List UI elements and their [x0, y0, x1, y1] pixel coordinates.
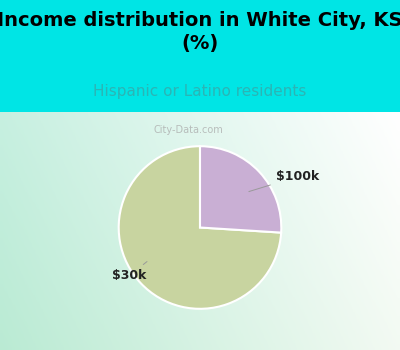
Wedge shape [119, 146, 281, 309]
Text: $30k: $30k [112, 261, 147, 282]
Text: Income distribution in White City, KS
(%): Income distribution in White City, KS (%… [0, 10, 400, 53]
Text: Hispanic or Latino residents: Hispanic or Latino residents [93, 84, 307, 99]
Text: City-Data.com: City-Data.com [154, 126, 223, 135]
Text: $100k: $100k [249, 170, 319, 191]
Wedge shape [200, 146, 281, 233]
